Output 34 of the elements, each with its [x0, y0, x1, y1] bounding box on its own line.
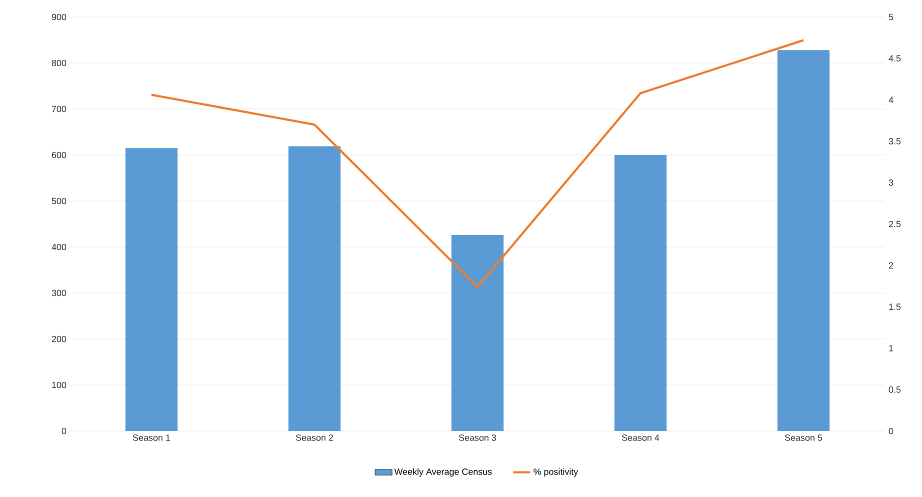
x-tick-label: Season 4 — [622, 434, 660, 441]
x-tick-label: Season 3 — [458, 434, 496, 441]
bar — [614, 155, 667, 431]
y2-tick-label: 3.5 — [888, 138, 901, 144]
y-tick-label: 700 — [52, 106, 66, 112]
y2-tick-label: 1 — [889, 345, 894, 352]
bar — [125, 148, 178, 431]
y2-tick-label: 2 — [888, 262, 894, 269]
y-tick-label: 0 — [62, 428, 66, 434]
x-tick-label: Season 2 — [296, 434, 333, 441]
y-tick-label: 200 — [52, 336, 66, 342]
y-tick-label: 800 — [52, 60, 66, 66]
y-tick-label: 900 — [52, 14, 66, 20]
y2-tick-label: 5 — [888, 14, 894, 20]
legend-label: % positivity — [534, 468, 578, 477]
y2-tick-label: 4 — [888, 96, 894, 103]
y-tick-label: 100 — [52, 382, 66, 388]
bar — [288, 146, 341, 431]
bar — [451, 235, 504, 431]
y-tick-label: 400 — [52, 244, 66, 250]
y2-tick-label: 4.5 — [888, 55, 901, 62]
y2-tick-label: 2.5 — [888, 220, 901, 228]
y2-tick-label: 0.5 — [888, 386, 901, 393]
x-tick-label: Season 5 — [784, 434, 822, 441]
legend-label: Weekly Average Census — [394, 468, 492, 477]
y2-tick-label: 1.5 — [889, 304, 901, 310]
line-series — [150, 39, 805, 288]
y2-tick-label: 3 — [888, 179, 894, 186]
y-tick-label: 500 — [52, 198, 66, 204]
bar — [777, 50, 830, 431]
y2-tick-label: 0 — [888, 428, 894, 434]
y-tick-label: 300 — [52, 290, 66, 296]
y-tick-label: 600 — [52, 152, 66, 158]
x-tick-label: Season 1 — [132, 434, 170, 441]
